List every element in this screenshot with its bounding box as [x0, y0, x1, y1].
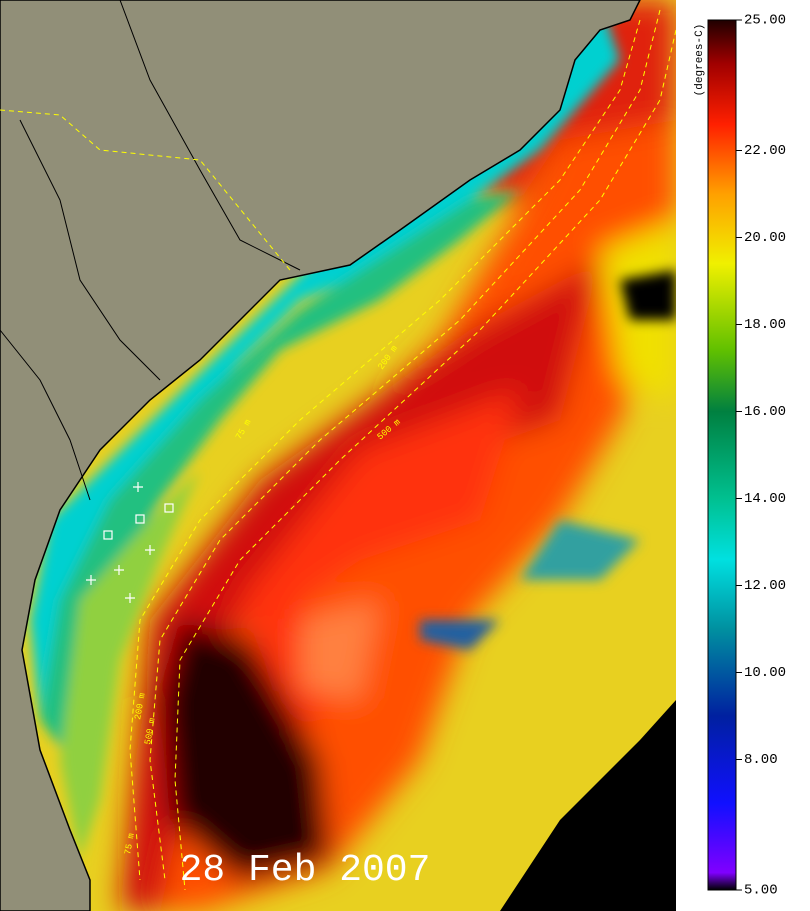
tick-label: 25.00 — [744, 13, 786, 29]
isobath-label: 75 m — [123, 833, 137, 856]
tick-label: 8.00 — [744, 752, 778, 768]
tick-label: 16.00 — [744, 404, 786, 420]
isobath-label: 200 m — [133, 692, 148, 720]
date-label: 28 Feb 2007 — [180, 849, 431, 892]
colorbar — [707, 19, 737, 891]
tick-label: 14.00 — [744, 491, 786, 507]
tick-label: 18.00 — [744, 317, 786, 333]
isobath-label: 500 m — [143, 717, 158, 745]
colorbar-title: (degrees-C) — [694, 24, 706, 97]
tick-label: 20.00 — [744, 230, 786, 246]
tick-label: 22.00 — [744, 143, 786, 159]
tick-label: 5.00 — [744, 883, 778, 899]
tick-label: 10.00 — [744, 665, 786, 681]
tick-label: 12.00 — [744, 578, 786, 594]
